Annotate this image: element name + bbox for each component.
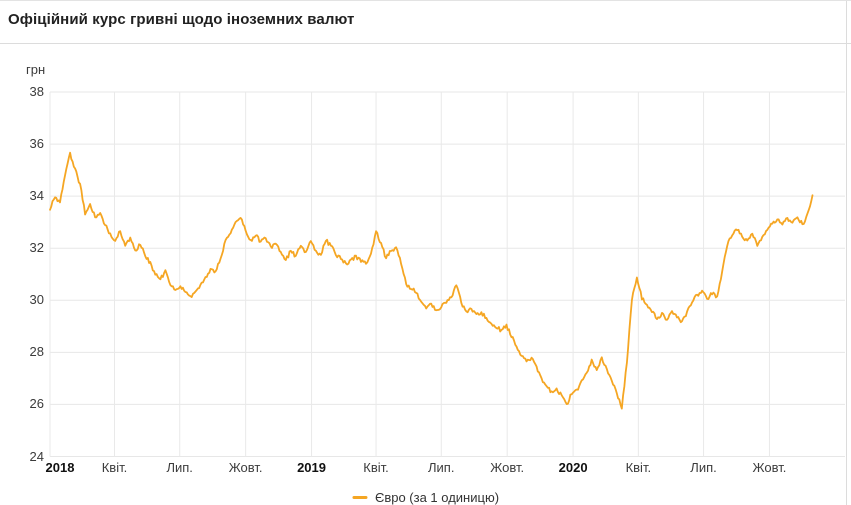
y-tick-label: 24 (29, 448, 44, 464)
x-tick-label: 2020 (558, 460, 588, 475)
y-tick-label: 32 (29, 240, 44, 256)
y-tick-label: 30 (29, 292, 44, 308)
x-tick-label: 2019 (297, 460, 326, 475)
legend-label: Євро (за 1 одиницю) (374, 490, 500, 505)
x-tick-label: Жовт. (752, 460, 787, 475)
x-tick-label: 2018 (45, 460, 75, 475)
x-tick-label: Квіт. (101, 460, 128, 475)
x-tick-label: Квіт. (625, 460, 652, 475)
x-tick-label: Квіт. (363, 460, 389, 475)
chart-legend[interactable]: Євро (за 1 одиницю) (351, 490, 500, 505)
card-right-border (846, 1, 847, 505)
x-tick-label: Лип. (428, 460, 455, 475)
series-line-euro (49, 151, 814, 410)
x-tick-label: Жовт. (228, 460, 263, 475)
y-tick-label: 26 (29, 396, 44, 412)
y-tick-label: 28 (29, 344, 44, 360)
y-tick-label: 38 (29, 84, 44, 99)
x-tick-label: Лип. (690, 460, 717, 475)
x-tick-label: Жовт. (490, 460, 525, 475)
x-tick-label: Лип. (166, 460, 193, 475)
chart-header: Офіційний курс гривні щодо іноземних вал… (0, 1, 851, 44)
y-axis-unit-label: грн (26, 62, 46, 77)
page-title: Офіційний курс гривні щодо іноземних вал… (8, 11, 355, 28)
legend-line-swatch (351, 496, 367, 499)
y-tick-label: 36 (29, 136, 44, 152)
y-tick-label: 34 (29, 188, 44, 204)
